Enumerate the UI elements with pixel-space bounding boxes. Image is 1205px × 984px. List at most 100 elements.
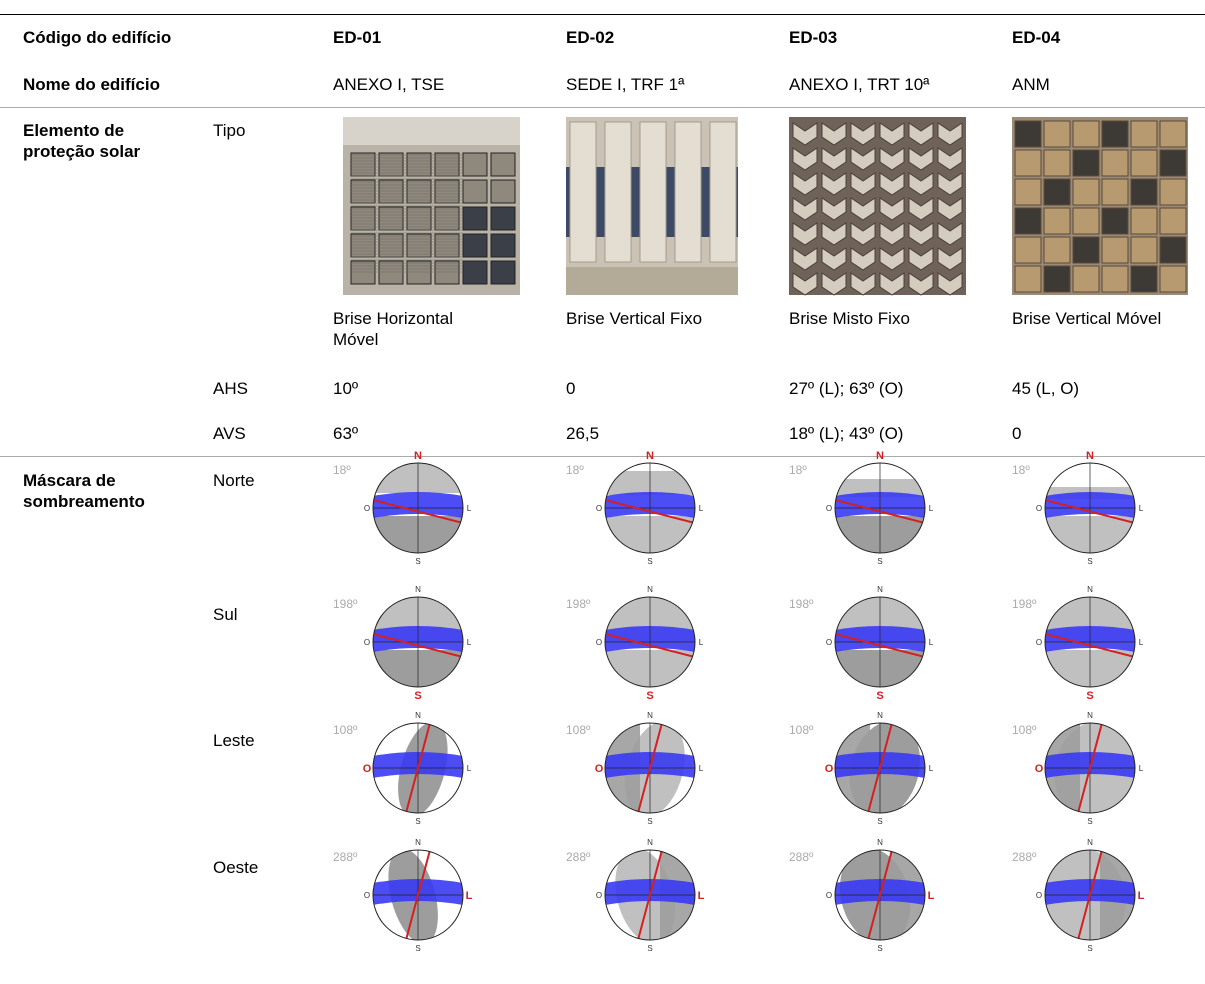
orientation-angle: 108º: [333, 723, 358, 737]
brise-cell: [821, 247, 847, 271]
facade-photo: [343, 117, 520, 295]
compass-letter: S: [415, 557, 420, 566]
window: [434, 260, 460, 285]
compass-letter: N: [415, 838, 421, 847]
brise-cell: [908, 222, 934, 246]
panel: [1101, 149, 1129, 177]
brise-cell: [850, 172, 876, 196]
compass-letter: N: [647, 838, 653, 847]
window: [406, 233, 432, 258]
window: [462, 260, 488, 285]
panel: [1072, 120, 1100, 148]
panel: [1130, 178, 1158, 206]
shading-mask: N S O L: [825, 711, 934, 826]
compass-letter: S: [877, 944, 882, 953]
window: [434, 233, 460, 258]
brise-cell: [937, 122, 963, 146]
compass-letter: N: [1087, 711, 1093, 720]
orientation-angle: 18º: [789, 463, 807, 477]
compass-letter: N: [646, 450, 654, 462]
panel: [1043, 149, 1071, 177]
brise-cell: [792, 272, 818, 296]
dome-outline: [604, 849, 696, 941]
building-code: ED-02: [566, 28, 615, 47]
window: [490, 152, 516, 177]
protection-type: Brise Horizontal Móvel: [333, 309, 453, 349]
compass-letter: L: [467, 764, 472, 773]
shading-mask: N S O L: [826, 838, 935, 953]
window: [406, 152, 432, 177]
facade-line: [405, 723, 431, 813]
window: [490, 179, 516, 204]
orientation: Sul: [213, 605, 238, 624]
facade-photo: [789, 117, 966, 296]
orientation: Oeste: [213, 858, 259, 877]
compass-letter: N: [876, 450, 884, 462]
brise-cell: [908, 122, 934, 146]
dome-outline: [372, 722, 464, 814]
brise-cell: [850, 147, 876, 171]
panel: [1014, 207, 1042, 235]
shading-mask: N S O L: [596, 585, 704, 702]
photo-bg: [789, 117, 966, 295]
compass-letter: S: [646, 690, 653, 702]
compass-letter: O: [825, 763, 834, 775]
shading-mask: N S O L: [363, 711, 472, 826]
facade-line: [835, 633, 925, 658]
compass-letter: N: [415, 711, 421, 720]
window: [350, 260, 376, 285]
facade-photo: [1012, 117, 1188, 295]
panel: [1159, 265, 1187, 293]
facade-line: [1045, 633, 1135, 658]
orientation: Norte: [213, 471, 255, 490]
compass-letter: O: [363, 763, 372, 775]
shading-mask: N S O L: [364, 838, 473, 953]
facade-photo: [566, 117, 738, 295]
window: [406, 179, 432, 204]
compass-letter: L: [929, 504, 934, 513]
shading-mask: N S O L: [1035, 711, 1144, 826]
orientation-angle: 198º: [333, 597, 358, 611]
panel: [1072, 178, 1100, 206]
brise-cell: [908, 197, 934, 221]
compass-letter: O: [1036, 504, 1042, 513]
panel: [1072, 236, 1100, 264]
orientation-angle: 18º: [333, 463, 351, 477]
dome-outline: [834, 722, 926, 814]
window: [434, 206, 460, 231]
sub-label: Tipo: [213, 121, 246, 140]
dome-outline: [834, 596, 926, 688]
facade-line: [867, 723, 893, 813]
protection-type: Brise Vertical Fixo: [566, 309, 703, 328]
panel: [1159, 236, 1187, 264]
brise-cell: [937, 197, 963, 221]
facade-line: [605, 633, 695, 658]
panel: [1043, 236, 1071, 264]
panel: [1014, 265, 1042, 293]
compass-letter: L: [699, 504, 704, 513]
compass-letter: S: [647, 944, 652, 953]
shading-mask: N S O L: [1036, 450, 1144, 566]
brise-cell: [792, 172, 818, 196]
brise-cell: [792, 147, 818, 171]
building-code: ED-03: [789, 28, 838, 47]
panel: [1101, 120, 1129, 148]
panel: [1159, 149, 1187, 177]
brise-cell: [879, 272, 905, 296]
brise-cell: [879, 247, 905, 271]
brise-cell: [879, 222, 905, 246]
dome-outline: [1044, 849, 1136, 941]
window: [350, 206, 376, 231]
orientation-angle: 288º: [789, 850, 814, 864]
avs-value: 0: [1012, 424, 1022, 443]
dome-outline: [1044, 462, 1136, 554]
compass-letter: N: [877, 838, 883, 847]
compass-letter: L: [467, 504, 472, 513]
panel: [1130, 265, 1158, 293]
panel: [1130, 207, 1158, 235]
dome-outline: [1044, 722, 1136, 814]
building-name: ANEXO I, TSE: [333, 75, 445, 94]
panel: [1159, 178, 1187, 206]
protection-type: Brise Vertical Móvel: [1012, 309, 1162, 328]
window: [434, 179, 460, 204]
